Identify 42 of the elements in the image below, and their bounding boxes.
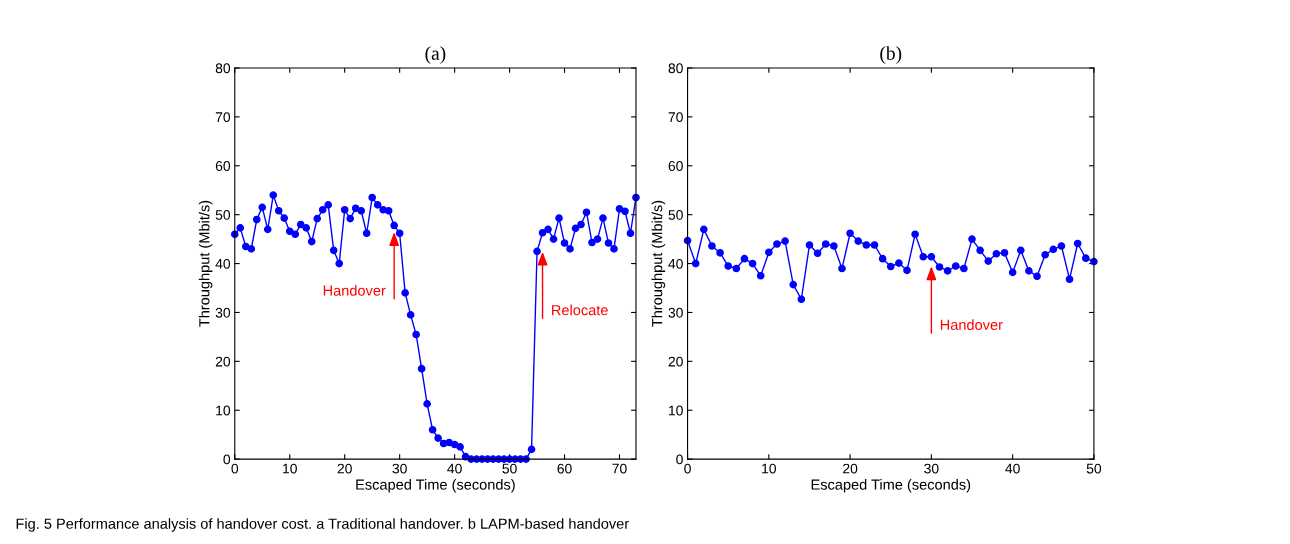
x-tick-label: 50: [1086, 463, 1102, 474]
x-tick-label: 30: [392, 463, 407, 474]
annotation: Relocate: [552, 304, 608, 316]
y-tick-label: 60: [215, 161, 231, 171]
y-tick-label: 30: [668, 307, 683, 318]
y-tick-label: 40: [215, 258, 231, 269]
y-tick-label: 10: [669, 405, 683, 416]
y-tick-label: 70: [215, 112, 231, 123]
y-tick-label: 70: [668, 112, 683, 123]
x-tick-label: 0: [684, 463, 691, 474]
x-tick-label: 60: [557, 463, 572, 474]
x-tick-label: 10: [762, 463, 777, 474]
x-tick-label: 10: [283, 463, 297, 474]
caption: Fig. 5 Performance analysis of handover cost. a Traditional handover. b LAPM-based handover: [16, 518, 629, 532]
y-tick-label: 20: [215, 356, 231, 367]
y-tick-label: 80: [668, 63, 683, 74]
y-tick-label: 60: [668, 161, 683, 171]
y-tick-label: 80: [215, 63, 231, 74]
x-axis-title: Escaped Time (seconds): [356, 479, 515, 493]
y-tick-label: 50: [668, 210, 683, 220]
y-tick-label: 30: [215, 307, 231, 318]
x-tick-label: 30: [924, 463, 939, 474]
x-tick-label: 50: [502, 463, 517, 474]
annotation: Handover: [323, 285, 386, 296]
x-tick-label: 20: [843, 463, 858, 474]
chart-title: (b): [880, 46, 902, 64]
y-tick-label: 0: [223, 454, 231, 465]
x-tick-label: 40: [447, 463, 462, 474]
x-tick-label: 40: [1005, 463, 1020, 474]
annotation: Handover: [940, 319, 1003, 330]
x-tick-label: 70: [612, 463, 627, 474]
x-tick-label: 0: [231, 463, 239, 474]
y-tick-label: 20: [668, 356, 683, 367]
y-tick-label: 10: [216, 405, 231, 416]
y-tick-label: 40: [668, 258, 683, 269]
y-axis-title: Throughput (Mbit/s): [651, 200, 666, 327]
x-tick-label: 20: [337, 463, 352, 474]
y-tick-label: 50: [215, 210, 231, 220]
chart-title: (a): [425, 46, 446, 64]
y-axis-title: Throughput (Mbit/s): [198, 200, 213, 327]
y-tick-label: 0: [676, 454, 683, 465]
x-axis-title: Escaped Time (seconds): [811, 479, 971, 493]
